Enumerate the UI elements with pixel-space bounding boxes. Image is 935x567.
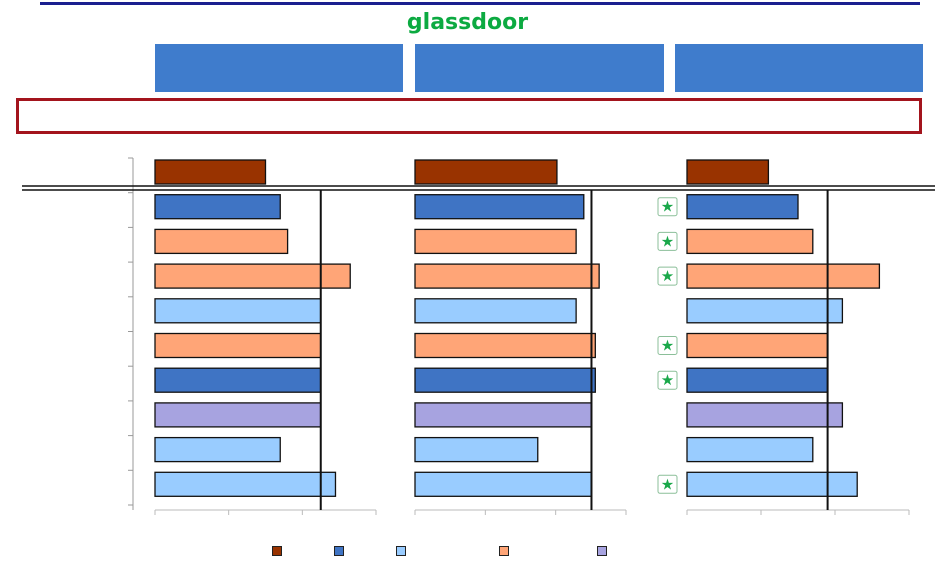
bar [414,298,577,324]
bar [154,367,322,393]
bar [686,332,829,359]
bar [414,228,577,255]
bar [686,367,829,393]
star-badge [657,370,678,390]
column-header-3 [675,44,923,92]
highlight-box [16,98,922,134]
bar [686,194,799,220]
column-header-2 [415,44,664,92]
bar [686,263,881,289]
legend-swatch [499,546,509,556]
star-icon: ★ [661,198,674,216]
bar [154,332,322,359]
bar [686,471,858,497]
bar [686,298,844,324]
top-rule [40,2,920,5]
bar [414,159,558,185]
bar [154,228,289,255]
star-icon: ★ [661,232,674,250]
bar [154,402,322,428]
bar [686,402,844,428]
star-icon: ★ [661,371,674,389]
star-badge [657,266,678,286]
star-badge [657,231,678,251]
bar [686,159,770,185]
bar [414,471,593,497]
star-badge [657,197,678,217]
bar [154,194,281,220]
star-icon: ★ [661,475,674,493]
star-badge [657,474,678,494]
bar [154,471,337,497]
bar [414,367,596,393]
legend-swatch [272,546,282,556]
star-icon: ★ [661,267,674,285]
bar [414,263,600,289]
bar [414,194,585,220]
star-icon: ★ [661,337,674,355]
brand-logo: glassdoor [406,10,529,35]
bar [414,332,596,359]
bar [414,402,593,428]
column-header-1 [155,44,403,92]
bar [154,159,267,185]
bar [154,263,351,289]
legend-swatch [334,546,344,556]
bar [154,298,322,324]
legend-swatch [597,546,607,556]
bar [414,436,539,463]
star-badge [657,336,678,355]
legend-swatch [396,546,406,556]
bar [686,228,814,255]
bar [154,436,281,463]
bar [686,436,814,463]
